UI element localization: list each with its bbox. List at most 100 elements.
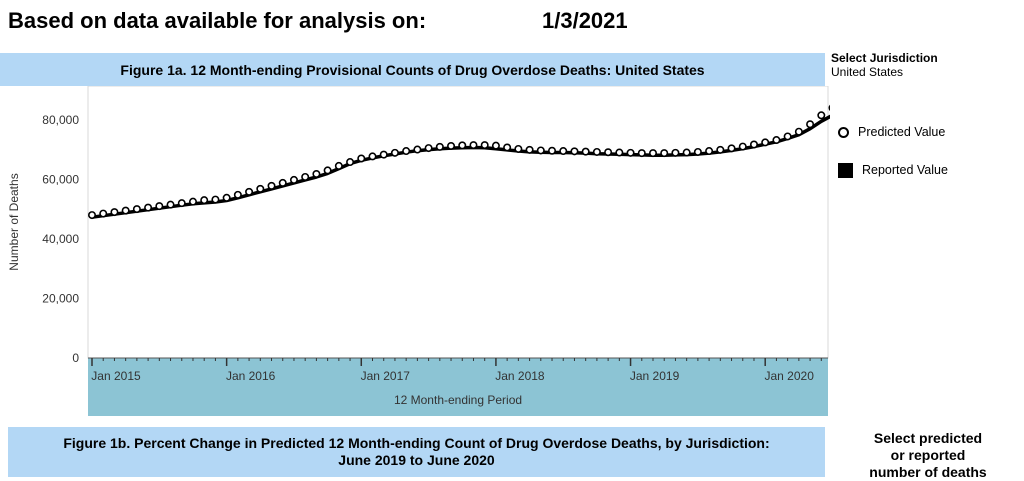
predicted-value-point [738,142,747,151]
predicted-value-point [132,205,141,214]
x-tick-label: Jan 2017 [361,369,411,383]
predicted-value-point [447,141,456,150]
predicted-value-point [200,196,209,205]
predicted-value-point [144,203,153,212]
predicted-value-point [323,166,332,175]
y-axis-label: Number of Deaths [7,173,21,270]
predicted-value-point [682,148,691,157]
jurisdiction-selector[interactable]: Select Jurisdiction United States [831,51,938,79]
predicted-value-point [334,161,343,170]
predicted-value-point [469,141,478,150]
x-axis-band [88,358,828,416]
predicted-value-point [727,144,736,153]
chart-legend: Predicted Value Reported Value [838,122,948,198]
x-tick-label: Jan 2019 [630,369,680,383]
predicted-value-point [772,136,781,145]
y-tick-label: 20,000 [42,291,79,305]
predicted-value-point [626,148,635,157]
predicted-value-point [503,143,512,152]
legend-label-predicted: Predicted Value [858,125,946,139]
predicted-value-point [346,158,355,167]
predicted-value-point [99,209,108,218]
plot-area [87,86,829,359]
data-available-label: Based on data available for analysis on: [8,8,427,33]
predicted-value-point [245,187,254,196]
predicted-value-point [806,120,815,129]
predicted-value-point [390,148,399,157]
predicted-value-point [817,111,826,120]
predicted-value-point [222,193,231,202]
select-predicted-line2: or reported [890,447,966,463]
figure-1b-title-line1: Figure 1b. Percent Change in Predicted 1… [63,435,770,451]
predicted-value-point [301,172,310,181]
predicted-value-point [88,211,97,220]
legend-item-reported[interactable]: Reported Value [838,160,948,180]
predicted-value-point [693,147,702,156]
predicted-value-point [536,146,545,155]
predicted-value-point [110,208,119,217]
select-predicted-line3: number of deaths [869,464,987,480]
legend-label-reported: Reported Value [862,163,948,177]
predicted-value-point [256,184,265,193]
predicted-value-point [233,190,242,199]
x-axis-label: 12 Month-ending Period [394,393,522,407]
jurisdiction-selected-value[interactable]: United States [831,65,904,79]
predicted-value-point [615,148,624,157]
predicted-value-point [761,138,770,147]
predicted-value-point [435,142,444,151]
predicted-value-point [413,145,422,154]
predicted-value-point [749,140,758,149]
overdose-deaths-chart: 0 20,000 40,000 60,000 80,000 Number of Death… [7,86,830,416]
predicted-value-point [570,147,579,156]
predicted-value-point [368,152,377,161]
x-tick-label: Jan 2016 [226,369,276,383]
predicted-value-point [480,141,489,150]
predicted-value-point [592,147,601,156]
predicted-value-point [828,104,830,111]
predicted-value-point [357,154,366,163]
predicted-value-point [671,148,680,157]
legend-item-predicted[interactable]: Predicted Value [838,122,948,142]
y-tick-label: 40,000 [42,232,79,246]
square-marker-icon [838,162,853,178]
predicted-value-point [559,147,568,156]
predicted-value-point [514,144,523,153]
figure-1a-title: Figure 1a. 12 Month-ending Provisional C… [0,53,825,86]
figure-1b-title-line2: June 2019 to June 2020 [338,452,495,468]
predicted-value-point [267,181,276,190]
predicted-value-point [379,150,388,159]
y-tick-label: 0 [72,351,79,365]
predicted-value-point [121,206,130,215]
predicted-value-point [402,147,411,156]
x-tick-label: Jan 2018 [495,369,545,383]
jurisdiction-selector-title: Select Jurisdiction [831,51,938,65]
predicted-value-point [289,175,298,184]
predicted-value-point [794,127,803,136]
select-predicted-line1: Select predicted [873,430,983,446]
predicted-value-point [166,200,175,209]
data-date: 1/3/2021 [542,8,628,33]
predicted-value-point [604,148,613,157]
predicted-value-point [424,144,433,153]
predicted-value-point [525,145,534,154]
x-tick-label: Jan 2015 [91,369,141,383]
y-tick-label: 60,000 [42,172,79,186]
predicted-value-point [581,147,590,156]
circle-marker-icon [838,126,849,138]
predicted-value-point [491,141,500,150]
predicted-value-point [548,146,557,155]
predicted-value-point [458,141,467,150]
x-tick-label: Jan 2020 [765,369,815,383]
figure-1b-title: Figure 1b. Percent Change in Predicted 1… [8,427,825,477]
predicted-value-point [648,149,657,158]
predicted-value-point [188,197,197,206]
predicted-value-point [705,147,714,156]
predicted-value-point [211,195,220,204]
predicted-value-point [278,178,287,187]
predicted-value-point [716,145,725,154]
predicted-value-point [312,169,321,178]
predicted-value-point [783,132,792,141]
y-tick-label: 80,000 [42,113,79,127]
predicted-value-point [660,149,669,158]
select-predicted-reported[interactable]: Select predicted or reported number of d… [838,430,1018,481]
